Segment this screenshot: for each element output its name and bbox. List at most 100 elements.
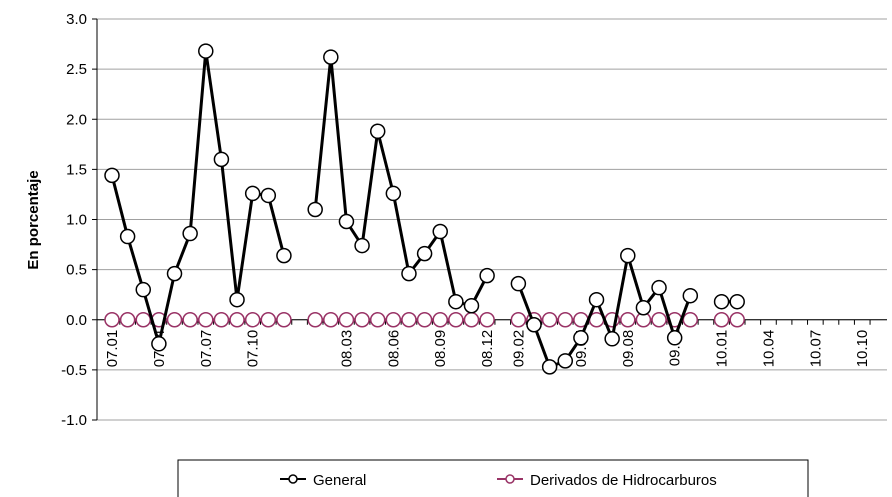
legend-marker [505, 474, 515, 484]
x-tick-label: 08.03 [338, 330, 355, 368]
y-tick-label: 1.0 [66, 212, 87, 229]
x-tick-label: 07.07 [198, 330, 215, 368]
marker [448, 312, 464, 328]
marker [198, 43, 214, 59]
marker [244, 185, 261, 202]
marker [166, 312, 183, 328]
marker [229, 291, 245, 308]
x-tick-label: 09.02 [510, 330, 527, 368]
marker [682, 312, 699, 328]
marker [463, 297, 480, 314]
x-tick-label: 10.01 [714, 330, 731, 368]
x-tick-label: 08.06 [385, 330, 402, 368]
x-tick-label: 07.10 [245, 330, 262, 368]
x-tick-label: 07.01 [104, 330, 121, 368]
marker [307, 312, 323, 328]
marker [463, 312, 480, 328]
marker [682, 287, 699, 304]
marker [119, 312, 136, 328]
marker [620, 247, 636, 264]
marker [276, 247, 292, 264]
y-tick-label: 2.5 [66, 61, 87, 78]
x-tick-label: 08.09 [432, 330, 449, 368]
marker [729, 293, 745, 310]
y-tick-label: 0.0 [66, 312, 87, 329]
marker [541, 312, 558, 328]
marker [385, 312, 402, 328]
legend-label: Derivados de Hidrocarburos [530, 472, 717, 489]
marker [307, 201, 323, 218]
marker [369, 123, 386, 140]
marker [729, 312, 745, 328]
x-tick-label: 10.04 [760, 330, 777, 368]
marker [135, 281, 152, 298]
marker [401, 265, 417, 282]
marker [651, 312, 667, 328]
marker [510, 312, 527, 328]
legend-marker [288, 474, 298, 484]
marker [448, 293, 464, 310]
marker [260, 187, 277, 204]
marker [432, 312, 448, 328]
y-tick-label: -0.5 [61, 362, 87, 379]
y-tick-label: 2.0 [66, 111, 87, 128]
marker [541, 359, 558, 375]
marker [229, 312, 245, 328]
marker [151, 336, 167, 352]
marker [213, 312, 230, 328]
legend-label: General [313, 472, 366, 489]
marker [323, 49, 339, 65]
marker [119, 228, 136, 245]
y-axis-title: En porcentaje [25, 170, 42, 269]
marker [713, 312, 730, 328]
x-tick-label: 09.08 [620, 330, 637, 368]
marker [666, 330, 683, 346]
series-line [516, 255, 692, 369]
marker [198, 312, 214, 328]
marker [416, 245, 433, 262]
marker [104, 312, 120, 328]
marker [713, 293, 730, 310]
y-tick-label: 3.0 [66, 11, 87, 28]
marker [604, 331, 620, 347]
marker [213, 151, 230, 168]
marker [354, 312, 370, 328]
marker [401, 312, 417, 328]
marker [573, 330, 589, 346]
marker [135, 312, 152, 328]
marker [260, 312, 277, 328]
x-tick-label: 10.10 [854, 330, 871, 368]
marker [182, 312, 198, 328]
marker [510, 275, 527, 292]
marker [557, 312, 574, 328]
y-tick-label: -1.0 [61, 412, 87, 429]
marker [338, 312, 355, 328]
marker [479, 267, 495, 284]
marker [166, 265, 183, 282]
marker [182, 225, 198, 242]
marker [416, 312, 433, 328]
marker [588, 291, 605, 308]
x-tick-label: 08.12 [479, 330, 496, 368]
y-tick-label: 0.5 [66, 262, 87, 279]
marker [323, 312, 339, 328]
marker [557, 353, 574, 369]
marker [526, 317, 542, 333]
marker [276, 312, 292, 328]
marker [338, 213, 355, 230]
marker [354, 237, 370, 254]
marker [369, 312, 386, 328]
marker [479, 312, 495, 328]
marker [244, 312, 261, 328]
x-tick-label: 10.07 [807, 330, 824, 368]
marker [635, 299, 652, 316]
marker [104, 167, 120, 184]
marker [385, 185, 402, 202]
marker [651, 279, 667, 296]
marker [432, 223, 448, 240]
marker [620, 312, 636, 328]
y-tick-label: 1.5 [66, 161, 87, 178]
series-line [313, 56, 489, 308]
